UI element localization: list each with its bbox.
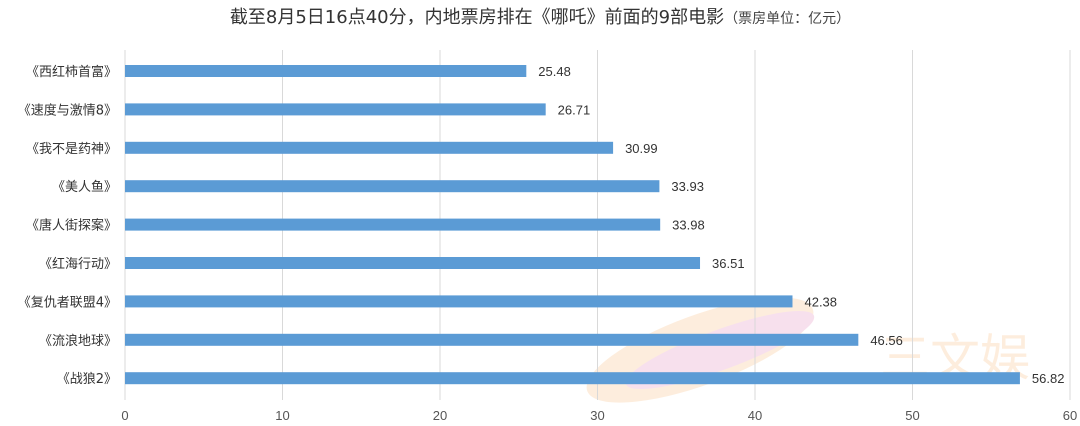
category-label: 《红海行动》 [39,256,117,272]
bar [125,218,661,231]
category-label: 《流浪地球》 [39,334,117,349]
value-label: 56.82 [1032,371,1065,386]
value-label: 26.71 [558,102,591,117]
value-label: 33.93 [671,179,704,194]
value-label: 42.38 [804,294,837,309]
value-label: 36.51 [712,256,745,271]
category-label: 《美人鱼》 [52,179,117,195]
x-tick-label: 50 [905,408,919,423]
value-label: 33.98 [672,218,705,233]
category-label: 《复仇者联盟4》 [18,295,117,310]
x-tick-label: 30 [590,408,604,423]
category-label: 《我不是药神》 [26,142,117,157]
chart-title: 截至8月5日16点40分，内地票房排在《哪吒》前面的9部电影（票房单位：亿元） [0,6,1080,31]
bar [125,180,660,193]
x-tick-label: 60 [1063,408,1077,423]
unit-note: （票房单位：亿元） [724,11,851,27]
category-label: 《唐人街探案》 [26,218,117,234]
value-label: 25.48 [538,64,571,79]
x-tick-label: 20 [433,408,447,423]
category-label: 《西红柿首富》 [26,64,117,80]
value-label: 46.56 [870,333,903,348]
bar [125,257,701,269]
x-tick-label: 10 [275,408,289,423]
x-tick-label: 0 [121,408,128,423]
value-label: 30.99 [625,141,658,156]
category-label: 《战狼2》 [57,372,117,387]
bar [125,103,546,116]
category-label: 《速度与激情8》 [18,102,117,118]
bar [125,141,614,154]
bar [125,372,1020,385]
x-tick-label: 40 [748,408,762,423]
bar [125,333,859,346]
bar [125,295,793,308]
bar [125,65,527,77]
title-text: 截至8月5日16点40分，内地票房排在《哪吒》前面的9部电影 [229,7,725,28]
